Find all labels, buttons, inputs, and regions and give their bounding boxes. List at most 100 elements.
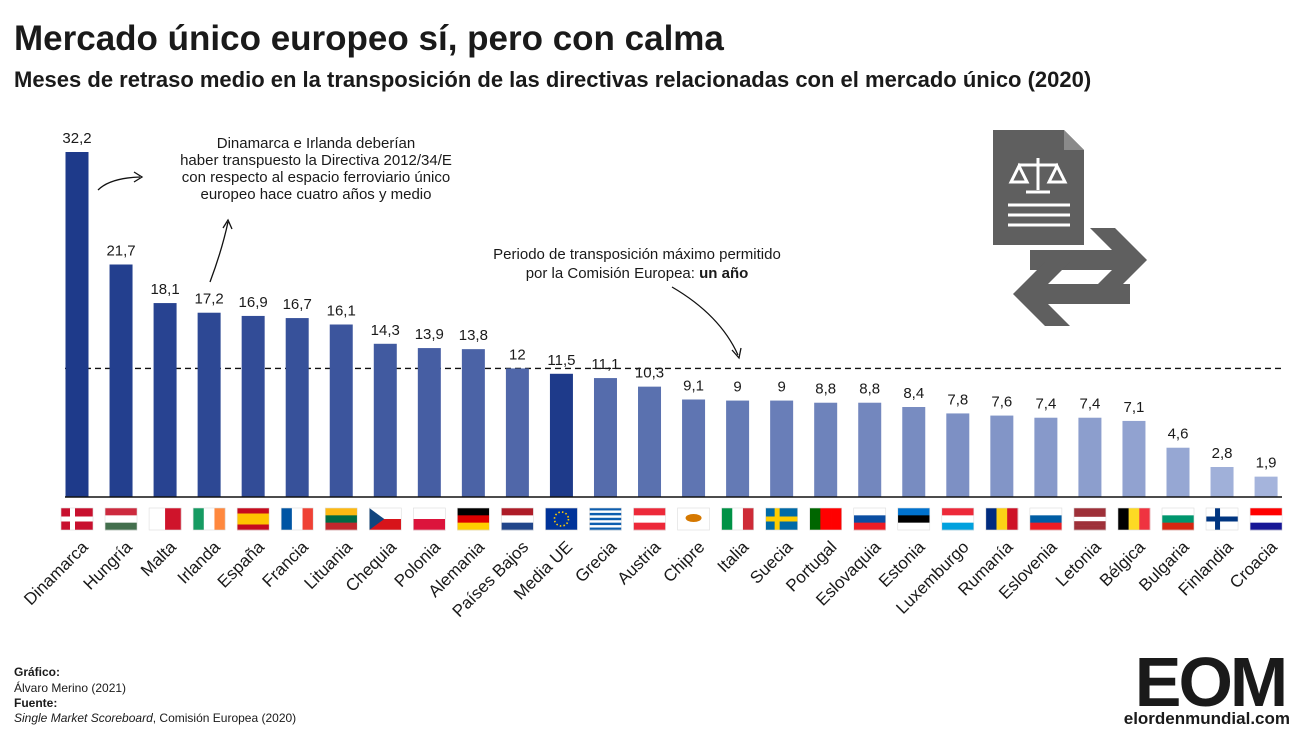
flag-border [501, 507, 534, 531]
annotation-line: por la Comisión Europea: [526, 265, 699, 282]
flag-part [589, 517, 622, 521]
flag-part [589, 525, 622, 528]
bar [593, 378, 617, 497]
flag-border [1249, 507, 1283, 531]
flag-part [633, 508, 666, 516]
bar [1078, 417, 1102, 497]
flag-part [413, 519, 446, 531]
category-label: Chipre [660, 537, 709, 586]
flag [148, 507, 182, 531]
source: , Comisión Europea (2020) [153, 711, 296, 725]
flag-part [685, 514, 702, 522]
flag-part [291, 508, 303, 530]
bar [682, 399, 706, 497]
flag-border [457, 507, 490, 531]
value-label: 9 [733, 379, 741, 396]
bar [638, 386, 662, 497]
flag [545, 507, 578, 531]
flag [589, 507, 622, 531]
value-label: 14,3 [371, 322, 400, 339]
flag-part [413, 508, 446, 520]
flag-part [105, 515, 138, 523]
bar [329, 324, 353, 497]
flag-part [941, 508, 974, 516]
category-label: Austria [613, 537, 664, 588]
flag-border [236, 507, 270, 531]
annotation: Periodo de transposición máximo permitid… [493, 246, 781, 282]
flag [1249, 507, 1283, 531]
category-label: Croacia [1226, 537, 1281, 592]
flag-part [941, 515, 974, 523]
flag-part [765, 516, 798, 522]
flag-part [853, 522, 886, 531]
flag [985, 507, 1019, 531]
bar [153, 303, 177, 497]
category-label: Hungría [80, 537, 137, 594]
bar [65, 152, 89, 497]
flag [413, 507, 446, 531]
flag-part [897, 522, 930, 531]
value-label: 16,9 [239, 294, 268, 311]
flag [809, 507, 842, 531]
flag [501, 507, 534, 531]
flag-part [105, 508, 138, 516]
flag [1073, 507, 1107, 531]
flag-part [589, 520, 622, 523]
value-label: 13,9 [415, 326, 444, 343]
flag [1117, 507, 1151, 531]
document-icon [993, 130, 1147, 326]
flag-part [1117, 508, 1129, 530]
flag-part [1162, 522, 1194, 531]
flag-part [457, 508, 490, 516]
category-label: Dinamarca [20, 537, 92, 609]
flag [1029, 507, 1063, 531]
flag [104, 507, 138, 531]
value-label: 9 [777, 379, 785, 396]
flag-border [765, 507, 798, 531]
website: elordenmundial.com [1124, 709, 1290, 728]
flag-part [214, 508, 226, 530]
value-label: 11,1 [591, 356, 619, 373]
flag [633, 507, 666, 531]
flag-border [148, 507, 182, 531]
flag-part [325, 508, 358, 516]
annotation-arrows [97, 171, 742, 360]
value-label: 17,2 [195, 291, 224, 308]
value-label: 8,4 [903, 385, 924, 402]
flag-part [203, 508, 215, 530]
flag [677, 507, 710, 531]
flag-border [897, 507, 931, 531]
flag [853, 507, 887, 531]
flag-part [853, 515, 886, 523]
annotation: Dinamarca e Irlanda deberían haber transp… [180, 135, 452, 203]
value-label: 2,8 [1212, 445, 1233, 462]
flag-part [1250, 515, 1283, 523]
credit-label: Fuente: [14, 696, 57, 710]
flag-part [633, 522, 666, 531]
flag [765, 507, 798, 531]
flag-part [1206, 516, 1239, 522]
bar [285, 318, 309, 497]
flag-border [677, 507, 710, 531]
value-label: 21,7 [106, 243, 135, 260]
credit: Single Market Scoreboard, Comisión Europ… [14, 711, 296, 725]
flag-part [1029, 515, 1062, 523]
value-label: 10,3 [635, 365, 664, 382]
flag-part [457, 522, 490, 531]
flag-part [1073, 521, 1106, 526]
bar [1254, 476, 1278, 497]
chart-subtitle: Meses de retraso medio en la transposici… [14, 67, 1091, 92]
bar [990, 415, 1014, 497]
flag-part [369, 508, 385, 530]
flag-part [721, 508, 733, 530]
flag [1161, 507, 1195, 531]
flag-border [368, 507, 402, 531]
flag-part [302, 508, 314, 530]
flag [324, 507, 358, 531]
flag [60, 507, 94, 531]
flag-part [501, 508, 534, 516]
flag [897, 507, 931, 531]
annotation-line: con respecto al espacio ferroviario únic… [182, 169, 450, 186]
flag-part [149, 508, 166, 530]
